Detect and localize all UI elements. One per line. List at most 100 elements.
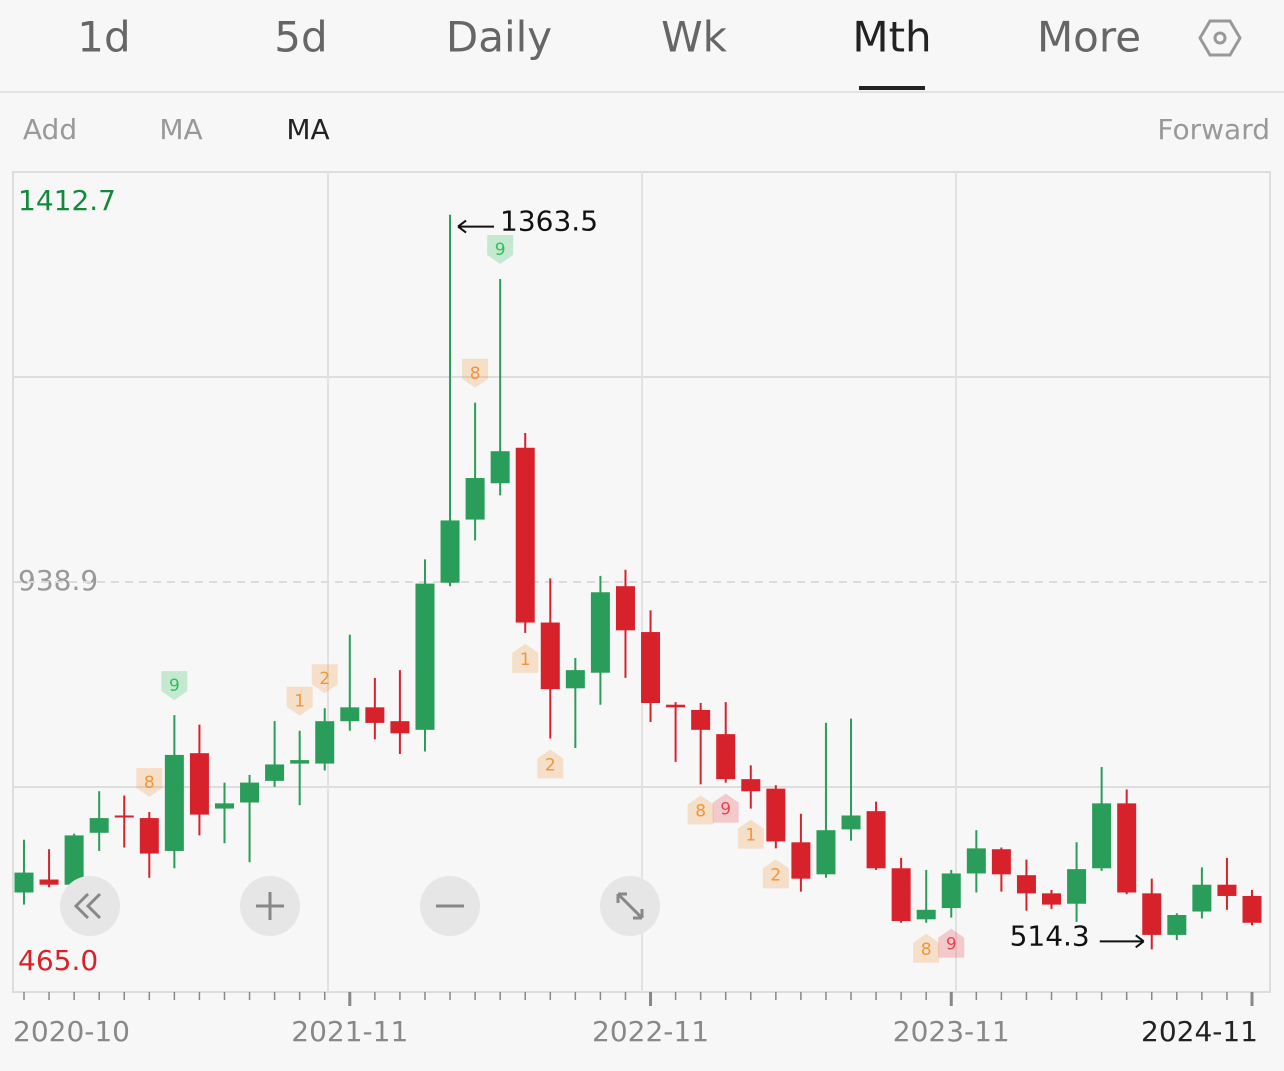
zoom-in-button[interactable] xyxy=(240,876,300,936)
td-marker: 8 xyxy=(687,795,714,825)
y-tick-label: 938.9 xyxy=(18,564,98,597)
candle-body xyxy=(565,670,585,689)
candle-body xyxy=(1092,803,1112,869)
button-icon xyxy=(73,892,102,920)
td-label: 1 xyxy=(294,692,305,712)
toolbar-item[interactable]: Add xyxy=(23,113,77,146)
x-tick-label: 2024-11 xyxy=(1141,1015,1258,1048)
candle-body xyxy=(766,788,786,842)
candle-body xyxy=(365,707,385,723)
td-badge xyxy=(136,768,163,798)
td-badge xyxy=(737,819,764,849)
candle-body xyxy=(891,868,911,922)
td-badge xyxy=(161,671,188,701)
annotation-label: 514.3 xyxy=(1010,919,1090,952)
zoom-out-button[interactable] xyxy=(420,876,480,936)
annotation-arrow xyxy=(1099,934,1145,949)
candle-body xyxy=(164,754,184,851)
y-tick-label: 465.0 xyxy=(18,944,98,977)
td-label: 1 xyxy=(745,826,756,846)
td-marker: 8 xyxy=(136,768,163,798)
tab[interactable]: More xyxy=(1037,13,1141,62)
td-label: 8 xyxy=(921,940,932,960)
toolbar-item[interactable]: MA xyxy=(286,113,329,146)
tab[interactable]: Daily xyxy=(446,13,552,62)
candle-body xyxy=(189,753,209,815)
fullscreen-button[interactable] xyxy=(600,876,660,936)
annotation-label: 1363.5 xyxy=(500,205,598,238)
tab[interactable]: Mth xyxy=(852,13,931,62)
td-badge xyxy=(311,664,338,694)
td-marker: 1 xyxy=(512,643,539,673)
candle-body xyxy=(741,779,761,792)
candle-body xyxy=(515,447,535,623)
td-marker: 9 xyxy=(161,671,188,701)
x-tick-label: 2020-10 xyxy=(13,1015,130,1048)
candle-body xyxy=(1042,893,1062,905)
button-icon xyxy=(256,892,284,920)
candle-body xyxy=(114,815,134,818)
adjust-mode[interactable]: Forward xyxy=(1157,113,1270,146)
td-badge xyxy=(537,749,564,779)
td-label: 8 xyxy=(470,364,481,384)
candle-body xyxy=(265,764,285,781)
candle-body xyxy=(139,818,159,854)
settings-icon[interactable] xyxy=(1198,19,1242,57)
td-marker: 2 xyxy=(762,859,789,889)
candle-body xyxy=(716,734,736,780)
candle-body xyxy=(916,909,936,920)
candle-body xyxy=(691,709,711,730)
td-badge xyxy=(512,643,539,673)
td-badge xyxy=(938,928,965,958)
candle-body xyxy=(816,830,836,875)
td-label: 9 xyxy=(720,800,731,820)
scroll-left-button[interactable] xyxy=(60,876,120,936)
td-label: 8 xyxy=(695,801,706,821)
td-label: 2 xyxy=(319,669,330,689)
td-marker: 9 xyxy=(938,928,965,958)
candle-body xyxy=(64,835,84,885)
candle-body xyxy=(39,879,59,885)
candle-body xyxy=(490,451,510,484)
td-marker: 2 xyxy=(537,749,564,779)
candle-body xyxy=(89,818,109,833)
td-badge xyxy=(286,686,313,716)
tab[interactable]: 1d xyxy=(77,13,130,62)
chart-buttons xyxy=(60,876,660,936)
candle-body xyxy=(641,632,661,704)
td-label: 9 xyxy=(946,935,957,955)
x-tick-label: 2022-11 xyxy=(592,1015,709,1048)
candle-body xyxy=(1217,884,1237,896)
td-label: 8 xyxy=(144,773,155,793)
candle-body xyxy=(315,721,335,764)
candle-body xyxy=(440,520,460,583)
candle-body xyxy=(214,803,234,809)
td-label: 1 xyxy=(520,650,531,670)
candle-body xyxy=(390,721,410,734)
td-marker: 9 xyxy=(487,235,514,265)
candle-body xyxy=(465,478,485,520)
tab[interactable]: 5d xyxy=(274,13,327,62)
candle-body xyxy=(1192,884,1212,912)
candle-body xyxy=(1167,914,1187,935)
td-badge xyxy=(762,859,789,889)
settings-hexagon xyxy=(1198,19,1242,57)
button-icon xyxy=(616,892,644,920)
candle-body xyxy=(1242,895,1262,923)
td-marker: 1 xyxy=(737,819,764,849)
td-label: 2 xyxy=(770,865,781,885)
td-marker: 9 xyxy=(712,793,739,823)
candle-body xyxy=(1016,875,1036,894)
td-badge xyxy=(487,235,514,265)
candle-body xyxy=(590,592,610,673)
td-label: 2 xyxy=(545,755,556,775)
settings-dot xyxy=(1213,31,1227,45)
toolbar-item[interactable]: MA xyxy=(159,113,202,146)
candle-body xyxy=(991,849,1011,875)
candle-body xyxy=(1117,803,1137,893)
td-badge xyxy=(913,933,940,963)
tab[interactable]: Wk xyxy=(661,13,728,62)
candle-body xyxy=(866,811,886,869)
td-marker: 2 xyxy=(311,664,338,694)
